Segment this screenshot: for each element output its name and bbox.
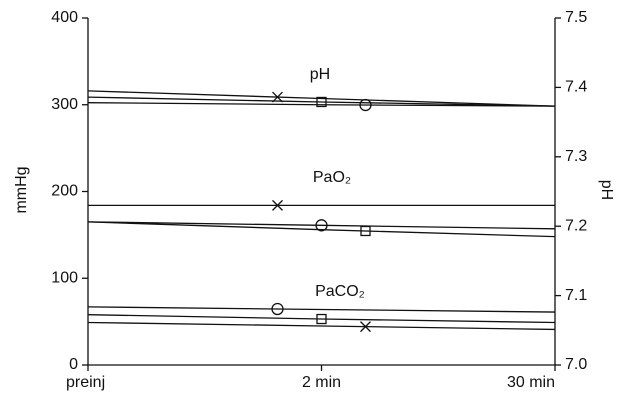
x-tick-label: preinj [66, 374, 105, 391]
marker-x [360, 321, 371, 333]
marker-x [272, 199, 283, 211]
y-axis-label: mmHg [13, 166, 30, 213]
y2-tick-label: 7.5 [565, 9, 587, 26]
series-line [87, 221, 556, 238]
marker-circle [315, 219, 328, 232]
y2-tick-label: 7.0 [565, 356, 587, 373]
marker-square [360, 225, 371, 237]
y-tick-label: 300 [51, 96, 78, 113]
series-line [87, 221, 556, 230]
y-tick-label: 0 [69, 356, 78, 373]
y-tick-label: 100 [51, 269, 78, 286]
marker-circle [271, 302, 284, 316]
y2-tick-label: 7.3 [565, 148, 587, 165]
x-tick-label: 30 min [507, 374, 555, 391]
annotation: PaO₂ [313, 169, 351, 186]
y-tick-label: 400 [51, 9, 78, 26]
series-line [87, 90, 556, 107]
marker-circle [359, 98, 372, 112]
y2-tick-label: 7.1 [565, 287, 587, 304]
marker-square [316, 313, 327, 325]
series-line [87, 314, 556, 324]
series-line [87, 306, 556, 313]
series-line [87, 96, 556, 107]
y2-axis-label: pH [598, 180, 615, 200]
y2-tick-label: 7.4 [565, 79, 587, 96]
y-tick-label: 200 [51, 183, 78, 200]
series-line [87, 321, 556, 331]
series-line [87, 102, 556, 107]
marker-square [316, 96, 327, 108]
y2-tick-label: 7.2 [565, 217, 587, 234]
annotation: pH [310, 66, 330, 83]
annotation: PaCO₂ [315, 283, 365, 300]
x-tick-label: 2 min [302, 374, 341, 391]
